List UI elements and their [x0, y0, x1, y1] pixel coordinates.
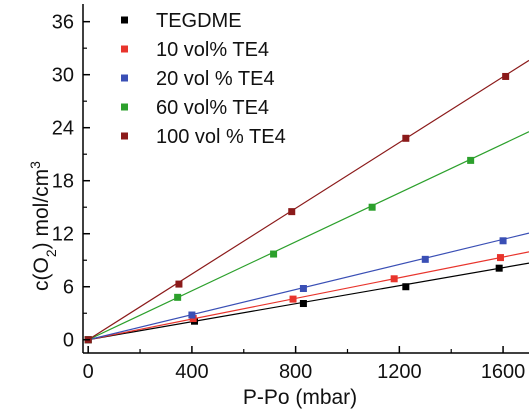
y-tick-label: 12 — [52, 224, 74, 246]
y-axis-label-part-2: 2 — [43, 249, 59, 257]
data-point — [174, 293, 182, 301]
legend: TEGDME 10 vol% TE4 20 vol % TE4 60 vol% TE4… — [121, 10, 286, 148]
data-point — [189, 315, 197, 323]
y-tick-label: 30 — [52, 65, 74, 87]
data-point — [390, 275, 398, 283]
data-point — [467, 156, 475, 164]
x-tick-label: 1600 — [481, 361, 526, 383]
y-tick-label: 6 — [63, 277, 74, 299]
legend-marker-4 — [121, 103, 128, 111]
data-point — [299, 285, 307, 293]
legend-label-4: 60 vol% TE4 — [156, 97, 269, 119]
legend-marker-1 — [121, 16, 128, 24]
legend-label-2: 10 vol% TE4 — [156, 39, 269, 61]
legend-marker-5 — [121, 132, 128, 140]
y-tick-label: 0 — [63, 330, 74, 352]
legend-label-1: TEGDME — [156, 10, 242, 32]
x-axis-label: P-Po (mbar) — [243, 386, 357, 409]
legend-label-5: 100 vol % TE4 — [156, 126, 286, 148]
data-point — [368, 203, 376, 211]
legend-label-3: 20 vol % TE4 — [156, 68, 275, 90]
x-tick-label: 0 — [83, 361, 94, 383]
x-tick-label: 1200 — [377, 361, 422, 383]
y-axis-label: c(O2) mol/cm3 — [27, 161, 59, 291]
y-axis-label-part-1: c(O — [30, 257, 53, 291]
legend-marker-2 — [121, 45, 128, 53]
x-tick-label: 800 — [279, 361, 312, 383]
data-point — [175, 280, 183, 288]
y-axis-label-part-3: ) mol/cm — [30, 169, 53, 250]
data-point — [502, 72, 510, 80]
data-point — [402, 283, 410, 291]
fit-line-2 — [88, 251, 529, 341]
fit-line-4 — [87, 131, 529, 341]
fit-line-3 — [88, 232, 529, 341]
data-point — [288, 208, 296, 216]
fit-line-1 — [88, 262, 529, 341]
data-point — [299, 300, 307, 308]
plot-area — [84, 59, 529, 344]
data-point — [289, 295, 297, 303]
y-tick-label: 24 — [52, 118, 74, 140]
data-point — [188, 311, 196, 319]
y-tick-label: 18 — [52, 171, 74, 193]
y-axis-label-part-4: 3 — [27, 161, 43, 169]
x-tick-label: 400 — [175, 361, 208, 383]
axes: 0 400 800 1200 1600 0 6 12 18 24 30 36 — [52, 4, 529, 383]
data-point — [499, 237, 507, 245]
data-point — [402, 134, 410, 142]
y-tick-label: 36 — [52, 12, 74, 34]
fit-line-5 — [87, 59, 529, 341]
data-point — [496, 254, 504, 262]
data-point — [421, 255, 429, 263]
data-point — [270, 250, 278, 258]
legend-marker-3 — [121, 74, 128, 82]
data-point — [495, 264, 503, 272]
